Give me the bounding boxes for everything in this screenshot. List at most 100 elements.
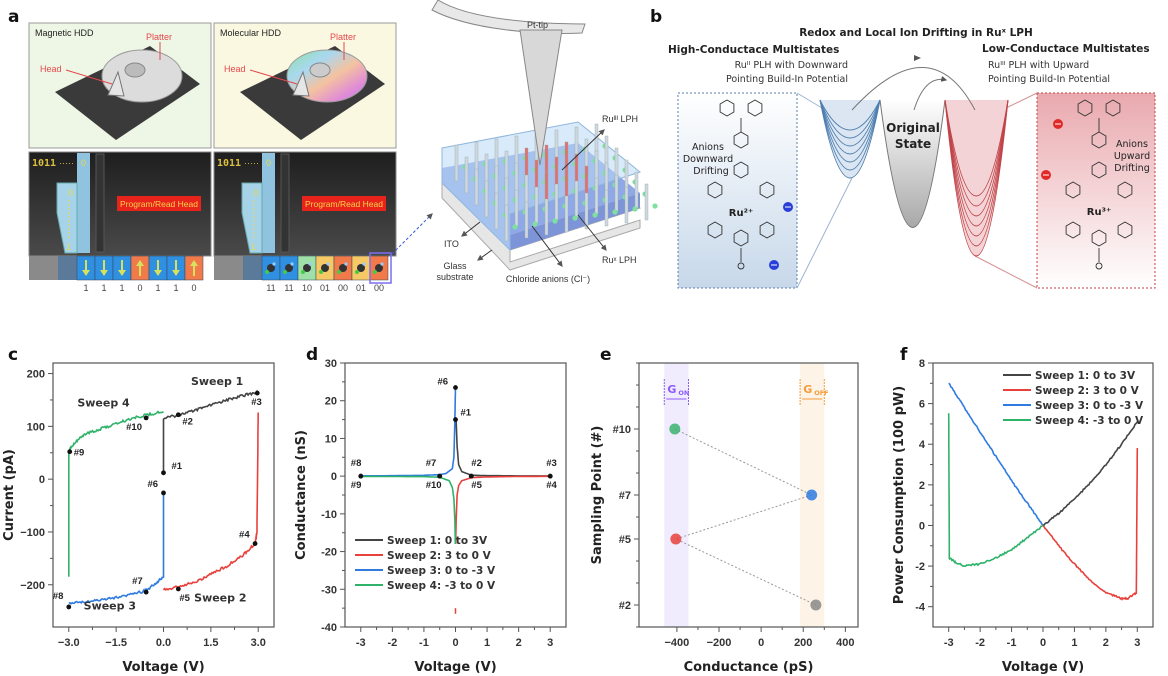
ru3-lph-label: Ruᴵᴵᴵ LPH [602,114,638,124]
low-conductance-well [944,99,1009,217]
molecule-ring [733,131,749,149]
sample-point-label: #8 [351,458,362,469]
low-conductance-well [944,99,1009,247]
y-axis-label: Conductance (nS) [294,430,309,560]
band-label: G [667,383,676,396]
rux-lph-label: Ruˣ LPH [602,255,636,265]
molecule-ring [1077,99,1093,117]
program-read-head-badge [302,196,386,211]
bit-label: 1 [83,283,88,293]
legend-entry: Sweep 4: -3 to 0 V [387,580,496,592]
legend-entry: Sweep 3: 0 to -3 V [387,565,496,577]
anion-blue-icon [769,260,779,270]
original-state-label: Original [886,121,940,135]
legend-entry: Sweep 4: -3 to 0 V [1035,415,1144,427]
bit-label: 00 [374,283,384,293]
molecule-ring [747,99,763,117]
sample-point-label: #4 [239,530,250,541]
chloride-anion [612,209,618,215]
series-line-1 [1042,421,1138,526]
pillar [474,168,479,206]
chloride-anion [532,221,538,227]
x-axis-label: Voltage (V) [414,660,496,675]
chart-panel-e: eG ON G OFF−400 −200 0 200 400#2#5#7#10Conducta… [590,345,859,675]
zero-label: 0 [266,158,271,168]
x-axis-label: Voltage (V) [1002,660,1084,675]
x-tick-label: 0 [758,637,764,649]
sweep-annotation: Sweep 4 [77,396,130,409]
pillar [504,204,509,242]
sample-point-label: #6 [148,479,159,490]
y-tick-label: #7 [619,490,631,502]
y-tick-label: -40 [321,622,337,634]
low-sub1: Ruᴵᴵᴵ PLH with Upward [988,60,1089,71]
chloride-label: Chloride anions (Cl⁻) [506,274,590,284]
cantilever [431,0,586,34]
head-arm [107,70,125,97]
molecule-ring [1091,161,1107,179]
y-tick-label: 30 [325,358,337,370]
sample-point-label: #9 [351,480,362,491]
y-tick-label: 6 [919,399,925,411]
sample-point-label: #10 [426,480,442,491]
series-line-3 [948,382,1044,526]
sample-point-marker [453,417,458,422]
x-tick-label: 0.0 [156,637,171,649]
y-tick-label: 100 [27,421,45,433]
sample-point-marker [547,473,553,479]
low-conductance-well [944,99,1009,207]
x-axis-label: Voltage (V) [122,660,204,675]
bit-label: 11 [284,283,293,293]
pillar [524,201,529,239]
head-label: Head [40,64,62,74]
high-conductance-well [819,99,881,131]
x-tick-label: −1.5 [105,637,127,649]
sample-point-marker [161,490,166,496]
sample-point-marker [358,473,364,479]
molecule-ring [1065,181,1081,199]
arc-arrow-to-high [851,67,976,111]
anion-red-icon [1053,119,1063,129]
band-label-sub: OFF [814,389,828,397]
molecule-icon [321,264,329,272]
chloride-anion [592,212,598,218]
molecule-icon [357,264,365,272]
anions-down-label-2: Downward [683,154,733,165]
high-sub2: Pointing Build-In Potential [726,74,848,85]
x-tick-label: 400 [836,637,854,649]
x-tick-label: 3 [1134,637,1140,649]
series-line-4 [68,410,164,577]
molecule-ring [1117,221,1133,239]
high-sub1: Ruᴵᴵ PLH with Downward [735,60,848,71]
x-tick-label: −400 [665,637,690,649]
molecular-pillars [454,123,658,242]
x-tick-label: -3 [944,637,954,649]
bit-label: 1 [155,283,160,293]
pillar [464,156,469,194]
sample-point-label: #5 [471,480,482,491]
y-tick-label: −100 [20,527,45,539]
phosphonate-group [737,262,745,270]
series-line-2 [162,412,259,592]
band-label: G [803,383,812,396]
pt-tip-label: Pt-tip [527,20,548,30]
arrow-down-icon [172,260,180,276]
x-tick-label: −3.0 [58,637,80,649]
high-conductance-well [819,99,881,163]
low-conductance-title: Low-Conductace Multistates [982,43,1150,55]
series-line-1 [455,419,551,477]
legend-entry: Sweep 1: 0 to 3V [387,535,488,547]
molecule-ring [707,221,723,239]
bit-stream-label: 1011 [32,158,56,169]
glass-label-2: substrate [436,272,473,282]
sample-point-marker [252,541,258,546]
x-tick-label: -2 [975,637,985,649]
molecule-ring [707,181,723,199]
bit-label: 01 [356,283,366,293]
platter-label: Platter [146,32,172,42]
y-tick-label: #2 [619,600,631,612]
phosphonate-group [1095,262,1103,270]
panel-letter-a: a [8,7,19,27]
chloride-anion [652,203,658,209]
